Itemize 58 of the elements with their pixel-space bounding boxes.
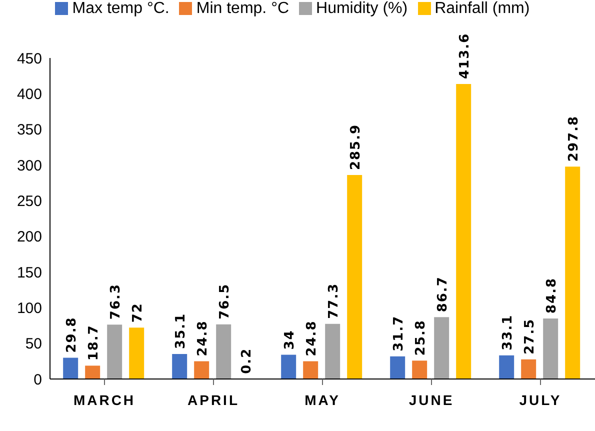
- legend-label: Max temp °C.: [72, 0, 170, 17]
- data-label: 285.9: [348, 124, 364, 170]
- data-label: 24.8: [304, 320, 320, 356]
- x-tick-label: APRIL: [188, 392, 240, 408]
- y-tick-label: 350: [16, 122, 42, 139]
- data-label: 33.1: [500, 314, 516, 350]
- data-label: 31.7: [392, 315, 407, 352]
- data-label: 77.3: [326, 282, 342, 319]
- bar: [281, 354, 296, 379]
- data-label: 0.2: [240, 348, 255, 374]
- bar: [499, 355, 514, 379]
- bar: [521, 359, 536, 379]
- bar: [434, 317, 450, 379]
- data-label: 84.8: [544, 277, 560, 314]
- y-tick-label: 50: [25, 336, 42, 353]
- data-label: 29.8: [64, 316, 80, 353]
- x-tick-label: MAY: [304, 392, 340, 408]
- data-label: 76.3: [108, 283, 124, 320]
- bar: [303, 361, 318, 379]
- bar: [456, 84, 472, 379]
- data-label: 27.5: [522, 318, 538, 354]
- x-tick-label: JUNE: [408, 392, 454, 408]
- legend-label: Min temp. °C: [196, 0, 290, 17]
- bar: [216, 324, 232, 379]
- data-label: 72: [130, 302, 146, 323]
- y-tick-label: 200: [16, 228, 42, 246]
- bar: [325, 324, 340, 379]
- data-label: 35.1: [174, 312, 189, 349]
- y-tick-label: 0: [34, 371, 42, 388]
- bar: [63, 358, 78, 379]
- bar: [129, 328, 144, 379]
- bar: [565, 166, 580, 379]
- data-label: 18.7: [86, 324, 102, 361]
- bar: [347, 175, 362, 379]
- x-tick-label: JULY: [519, 392, 562, 408]
- y-tick-label: 400: [16, 86, 42, 103]
- data-label: 86.7: [436, 276, 451, 312]
- legend-label: Rainfall (mm): [434, 0, 530, 17]
- data-label: 413.6: [458, 32, 473, 79]
- y-tick-label: 250: [16, 192, 42, 210]
- bar: [412, 360, 428, 379]
- bar: [543, 318, 558, 379]
- x-tick-label: MARCH: [73, 392, 136, 408]
- legend-label: Humidity (%): [316, 0, 408, 17]
- y-tick-label: 150: [16, 264, 42, 282]
- data-label: 76.5: [218, 283, 233, 320]
- y-tick-label: 100: [16, 300, 42, 317]
- y-tick-label: 450: [16, 50, 42, 68]
- bar: [194, 361, 210, 379]
- data-label: 297.8: [566, 115, 582, 162]
- y-tick-label: 300: [16, 157, 42, 174]
- bar: [85, 366, 100, 379]
- bar: [390, 356, 406, 379]
- data-label: 24.8: [196, 320, 211, 356]
- bar: [172, 354, 188, 379]
- data-label: 25.8: [414, 320, 429, 356]
- bar: [107, 324, 122, 379]
- data-label: 34: [282, 330, 298, 350]
